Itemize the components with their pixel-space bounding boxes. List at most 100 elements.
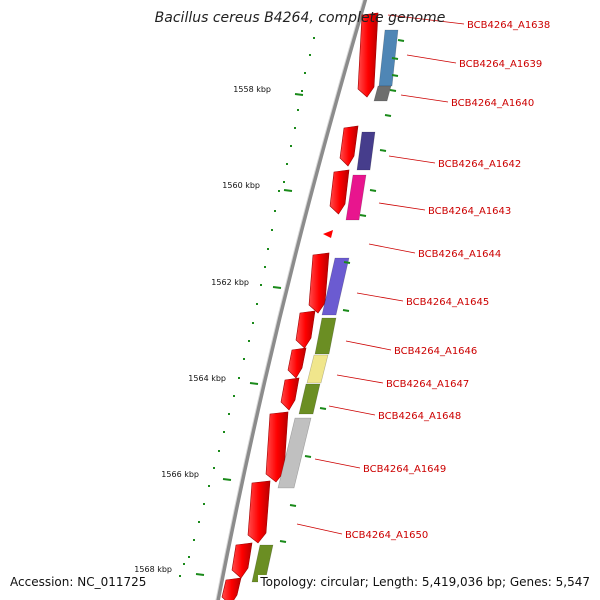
genome-backbone <box>215 0 368 600</box>
ruler-dot <box>313 37 315 39</box>
gene-label[interactable]: BCB4264_A1648 <box>378 411 461 422</box>
kbp-label: 1564 kbp <box>188 374 226 383</box>
ruler-dot <box>278 190 280 192</box>
ruler-dot <box>243 358 245 360</box>
forward-cds-arrow <box>308 252 330 314</box>
ruler-dot <box>256 303 258 305</box>
gene-tick <box>391 57 399 60</box>
ruler-dot <box>179 575 181 577</box>
gene-labels: BCB4264_A1638 BCB4264_A1639 BCB4264_A1640 B… <box>296 14 550 541</box>
topology-text: Topology: circular; Length: 5,419,036 bp… <box>258 575 590 589</box>
gene-tick <box>359 214 367 217</box>
gene-tick <box>279 540 287 543</box>
ruler-dot <box>297 109 299 111</box>
gene-label[interactable]: BCB4264_A1638 <box>467 20 550 31</box>
genome-title: Bacillus cereus B4264, complete genome <box>154 10 446 26</box>
forward-cds-arrow <box>280 377 300 411</box>
ruler-dot <box>309 54 311 56</box>
forward-cds-arrow <box>323 230 333 238</box>
ruler-dot <box>274 210 276 212</box>
gene-block-BCB4264_A1642 <box>356 131 376 171</box>
gene-tick <box>319 407 327 410</box>
forward-cds-arrow <box>287 347 307 379</box>
kbp-major-tick <box>249 382 259 385</box>
gene-tick <box>389 89 397 92</box>
gene-block-BCB4264_A1648 <box>298 383 321 415</box>
gene-label[interactable]: BCB4264_A1642 <box>438 159 521 170</box>
gene-leader-line <box>328 405 376 416</box>
gene-block-BCB4264_A1646 <box>314 317 337 355</box>
gene-label[interactable]: BCB4264_A1644 <box>418 249 501 260</box>
gene-tick <box>369 189 377 192</box>
gene-label[interactable]: BCB4264_A1649 <box>363 464 446 475</box>
ruler-dot <box>283 181 285 183</box>
ruler-dot <box>193 539 195 541</box>
gene-leader-line <box>378 202 426 211</box>
gene-tick <box>384 114 392 117</box>
ruler-dot <box>294 127 296 129</box>
kbp-label: 1568 kbp <box>134 565 172 574</box>
ruler-dot <box>208 485 210 487</box>
kbp-label: 1566 kbp <box>161 470 199 479</box>
ruler-dot <box>260 284 262 286</box>
genome-backbone-highlight <box>215 0 364 600</box>
gene-leader-line <box>345 340 392 351</box>
ruler-dot <box>188 556 190 558</box>
forward-cds-arrow <box>247 480 271 544</box>
gene-label[interactable]: BCB4264_A1646 <box>394 346 477 357</box>
kbp-major-tick <box>195 573 205 576</box>
forward-cds-arrow <box>221 577 242 600</box>
ruler-dot <box>238 377 240 379</box>
forward-cds-arrow <box>295 310 316 349</box>
ruler-dot <box>271 229 273 231</box>
reverse-cds-track <box>251 29 399 583</box>
forward-cds-arrow <box>265 411 289 483</box>
gene-leader-line <box>314 458 361 469</box>
ruler-dot <box>290 145 292 147</box>
ruler-dot <box>198 521 200 523</box>
ruler-dot <box>304 72 306 74</box>
gene-label[interactable]: BCB4264_A1647 <box>386 379 469 390</box>
kbp-major-tick <box>283 189 293 192</box>
gene-block-BCB4264_A1643 <box>345 174 367 221</box>
kbp-ruler <box>179 37 315 577</box>
gene-leader-line <box>356 292 404 302</box>
gene-tick <box>391 74 399 77</box>
ruler-dot <box>183 563 185 565</box>
forward-cds-arrow <box>329 169 350 215</box>
gene-label[interactable]: BCB4264_A1650 <box>345 530 428 541</box>
forward-cds-arrow <box>357 12 379 98</box>
kbp-major-tick <box>222 478 232 481</box>
gene-label[interactable]: BCB4264_A1643 <box>428 206 511 217</box>
gene-leader-line <box>406 54 457 64</box>
forward-cds-arrow <box>339 125 359 167</box>
gene-leader-line <box>388 155 436 164</box>
accession-text: Accession: NC_011725 <box>10 575 149 589</box>
ruler-dot <box>301 90 303 92</box>
forward-cds-arrow <box>231 542 253 579</box>
ruler-dot <box>223 431 225 433</box>
ruler-dot <box>213 467 215 469</box>
ruler-dot <box>233 395 235 397</box>
gene-tick <box>304 455 312 458</box>
gene-tick <box>289 504 297 507</box>
kbp-major-tick <box>294 93 304 96</box>
ruler-dot <box>252 322 254 324</box>
gene-leader-line <box>387 14 465 25</box>
gene-block-BCB4264_A1649 <box>277 417 312 489</box>
gene-label[interactable]: BCB4264_A1645 <box>406 297 489 308</box>
gene-label[interactable]: BCB4264_A1639 <box>459 59 542 70</box>
gene-block-BCB4264_A1647 <box>306 354 329 384</box>
ruler-dot <box>267 248 269 250</box>
gene-leader-line <box>400 94 449 103</box>
ruler-dot <box>286 163 288 165</box>
ruler-dot <box>218 450 220 452</box>
gene-tick <box>379 149 387 152</box>
gene-tick <box>397 39 405 42</box>
gene-label[interactable]: BCB4264_A1640 <box>451 98 534 109</box>
gene-leader-line <box>336 374 384 384</box>
gene-block-BCB4264_A1640 <box>373 85 392 102</box>
gene-leader-line <box>296 523 343 535</box>
gene-block-BCB4264_A1639 <box>378 29 399 87</box>
